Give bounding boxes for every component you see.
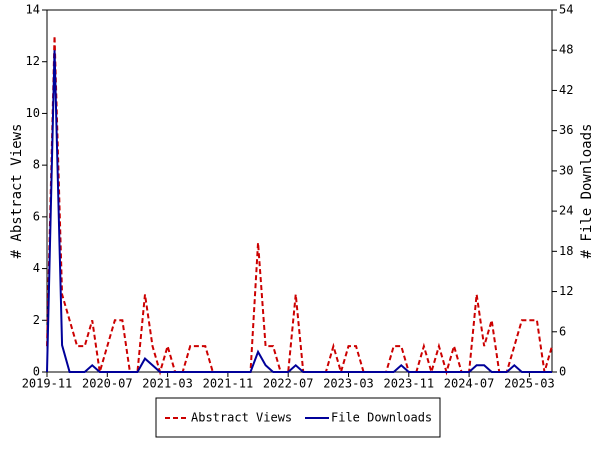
y-tick-label: 6: [33, 209, 40, 223]
series-line: [46, 50, 552, 373]
y-axis-label: # Abstract Views: [9, 124, 25, 259]
y2-tick-label: 54: [559, 3, 573, 17]
x-tick-label: 2024-07: [444, 377, 495, 391]
y-tick-label: 10: [26, 106, 40, 120]
y2-tick-label: 24: [559, 204, 573, 218]
y2-tick-label: 42: [559, 83, 573, 97]
legend-label: Abstract Views: [191, 411, 292, 425]
x-tick-label: 2020-07: [82, 377, 133, 391]
y2-axis-label: # File Downloads: [579, 124, 595, 259]
x-tick-label: 2022-07: [263, 377, 314, 391]
x-tick-label: 2021-11: [203, 377, 254, 391]
y2-tick-label: 6: [559, 324, 566, 338]
y-tick-label: 0: [33, 365, 40, 379]
y2-tick-label: 12: [559, 284, 573, 298]
y-tick-label: 2: [33, 313, 40, 327]
y-tick-label: 4: [33, 261, 40, 275]
y-tick-label: 12: [26, 54, 40, 68]
x-tick-label: 2021-03: [142, 377, 193, 391]
legend-label: File Downloads: [331, 411, 432, 425]
y-tick-label: 8: [33, 158, 40, 172]
y2-tick-label: 18: [559, 244, 573, 258]
y2-tick-label: 30: [559, 163, 573, 177]
y2-tick-label: 0: [559, 365, 566, 379]
x-tick-label: 2025-03: [504, 377, 555, 391]
plot-frame: [46, 9, 553, 373]
y2-tick-label: 48: [559, 43, 573, 57]
x-tick-label: 2023-03: [323, 377, 374, 391]
series-line: [46, 35, 553, 376]
x-tick-label: 2023-11: [384, 377, 435, 391]
y2-tick-label: 36: [559, 123, 573, 137]
y-tick-label: 14: [26, 3, 40, 17]
legend: [155, 397, 441, 438]
x-tick-label: 2019-11: [22, 377, 73, 391]
